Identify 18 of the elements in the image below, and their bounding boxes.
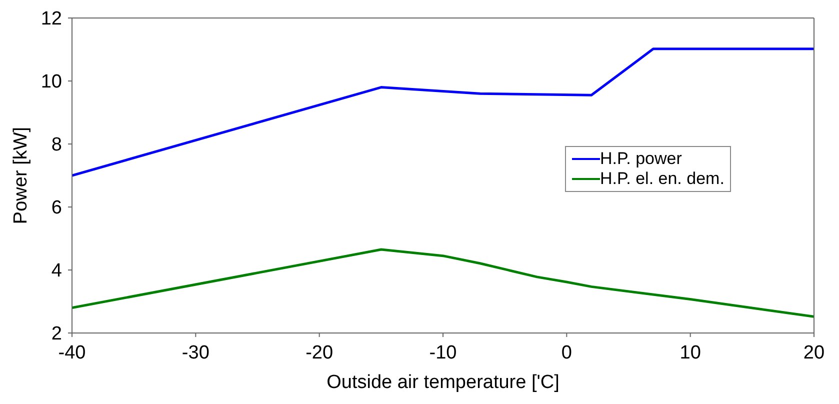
x-tick-label: 0 bbox=[561, 342, 572, 364]
y-tick-label: 8 bbox=[51, 134, 62, 156]
y-tick-label: 4 bbox=[51, 260, 62, 282]
y-tick-label: 12 bbox=[40, 8, 62, 30]
x-tick-label: -20 bbox=[306, 342, 334, 364]
y-tick-label: 2 bbox=[51, 324, 62, 345]
x-axis-title: Outside air temperature ['C] bbox=[326, 372, 560, 393]
line-series bbox=[72, 248, 814, 318]
x-tick-label: -40 bbox=[58, 342, 86, 364]
x-tick-label: -10 bbox=[429, 342, 457, 364]
y-axis-title: Power [kW] bbox=[10, 126, 32, 224]
x-tick-label: 20 bbox=[803, 342, 825, 364]
x-tick-label: -30 bbox=[182, 342, 210, 364]
x-tick-label: 10 bbox=[680, 342, 701, 364]
y-tick-label: 10 bbox=[40, 72, 62, 93]
y-tick-label: 6 bbox=[51, 198, 62, 219]
legend-label: H.P. power bbox=[600, 149, 682, 169]
legend-label: H.P. el. en. dem. bbox=[600, 169, 724, 189]
